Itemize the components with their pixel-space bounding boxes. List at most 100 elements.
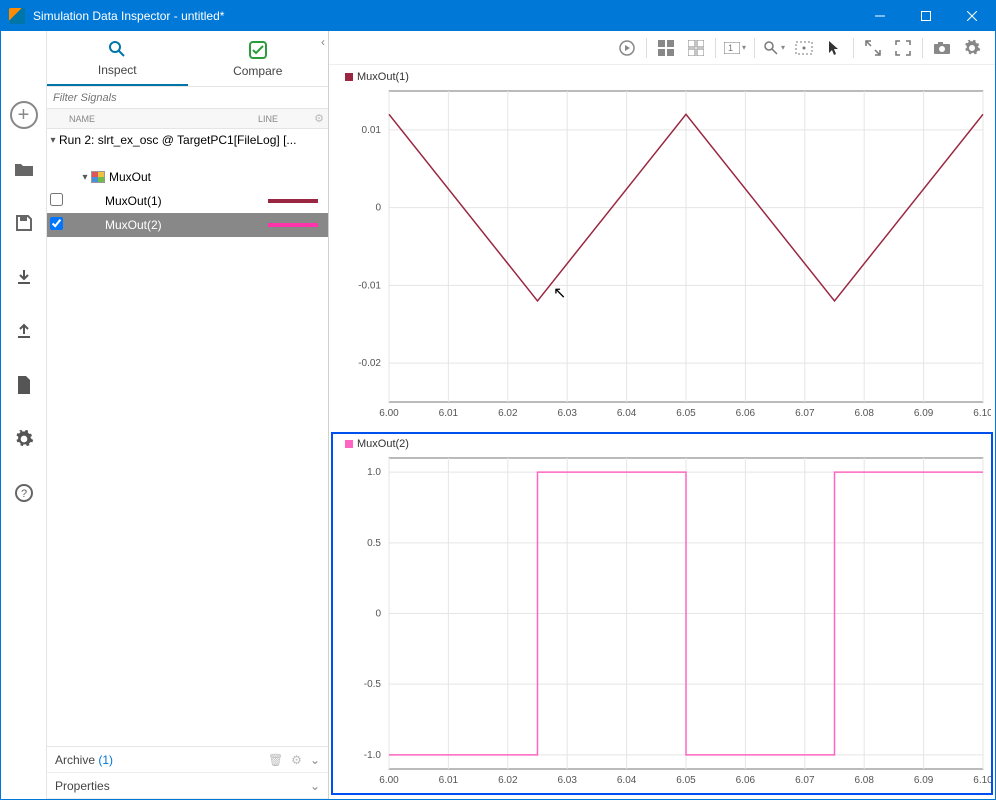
tab-inspect-label: Inspect: [98, 63, 137, 77]
fullscreen-button[interactable]: [888, 35, 918, 61]
chart-1[interactable]: 6.006.016.026.036.046.056.066.076.086.09…: [333, 67, 991, 426]
subplot-1[interactable]: MuxOut(1) 6.006.016.026.036.046.056.066.…: [331, 65, 993, 428]
svg-text:-1.0: -1.0: [364, 750, 382, 761]
filter-input[interactable]: [47, 87, 328, 108]
window: Simulation Data Inspector - untitled* + …: [0, 0, 996, 800]
svg-text:0.5: 0.5: [367, 538, 381, 549]
svg-text:6.06: 6.06: [736, 775, 756, 786]
archive-label: Archive: [55, 753, 95, 767]
preferences-button[interactable]: [10, 425, 38, 453]
plot-settings-button[interactable]: [957, 35, 987, 61]
window-title: Simulation Data Inspector - untitled*: [33, 9, 857, 23]
stream-button[interactable]: [612, 35, 642, 61]
group-label: MuxOut: [109, 170, 328, 184]
plot-title-2: MuxOut(2): [345, 438, 409, 450]
svg-text:0.01: 0.01: [362, 125, 382, 136]
signal-row-1[interactable]: MuxOut(1): [47, 189, 328, 213]
layout-grid-button[interactable]: [651, 35, 681, 61]
signal-checkbox-2[interactable]: [50, 217, 63, 230]
signal-checkbox-1[interactable]: [50, 193, 63, 206]
twisty-icon[interactable]: ▾: [79, 172, 91, 183]
collapse-handle[interactable]: ‹: [317, 35, 329, 55]
col-name: NAME: [65, 114, 258, 124]
svg-text:6.01: 6.01: [439, 408, 459, 419]
svg-text:6.04: 6.04: [617, 775, 637, 786]
panel-footer: Archive (1) 🗑 ⚙ ⌄ Properties ⌄: [47, 746, 328, 799]
tab-inspect[interactable]: Inspect: [47, 31, 188, 86]
svg-text:6.08: 6.08: [854, 775, 874, 786]
column-settings-icon[interactable]: ⚙: [314, 112, 324, 125]
plot-title-1-label: MuxOut(1): [357, 71, 409, 83]
svg-text:6.05: 6.05: [676, 408, 696, 419]
close-button[interactable]: [949, 1, 995, 31]
plot-title-2-label: MuxOut(2): [357, 438, 409, 450]
title-bar: Simulation Data Inspector - untitled*: [1, 1, 995, 31]
properties-row[interactable]: Properties ⌄: [47, 773, 328, 799]
run-row[interactable]: ▾ Run 2: slrt_ex_osc @ TargetPC1[FileLog…: [47, 129, 328, 151]
svg-text:6.04: 6.04: [617, 408, 637, 419]
export-button[interactable]: [10, 317, 38, 345]
twisty-icon[interactable]: ▾: [47, 135, 59, 146]
svg-text:6.06: 6.06: [736, 408, 756, 419]
open-button[interactable]: [10, 155, 38, 183]
svg-text:0: 0: [375, 203, 381, 214]
svg-text:6.01: 6.01: [439, 775, 459, 786]
plot-toolbar: 1: [329, 31, 995, 65]
group-row[interactable]: ▾ MuxOut: [47, 165, 328, 189]
expand-button[interactable]: [858, 35, 888, 61]
layout-custom-button[interactable]: [681, 35, 711, 61]
signal-label-2: MuxOut(2): [105, 218, 268, 232]
tab-compare[interactable]: Compare: [188, 31, 329, 86]
plot-stack: MuxOut(1) 6.00 6.01 6.02 6.03 6.04 6.05 6.06 6.…: [329, 65, 995, 799]
subplot-type-button[interactable]: 1: [720, 35, 750, 61]
report-button[interactable]: [10, 371, 38, 399]
svg-text:6.07: 6.07: [795, 408, 815, 419]
gear-icon[interactable]: ⚙: [291, 753, 302, 767]
run-label: Run 2: slrt_ex_osc @ TargetPC1[FileLog] …: [59, 133, 328, 147]
fit-button[interactable]: [789, 35, 819, 61]
svg-text:6.03: 6.03: [557, 775, 577, 786]
svg-text:6.02: 6.02: [498, 775, 518, 786]
new-button[interactable]: +: [10, 101, 38, 129]
left-rail: + ?: [1, 31, 47, 799]
svg-text:0: 0: [375, 609, 381, 620]
svg-text:6.10: 6.10: [973, 775, 991, 786]
svg-text:6.10: 6.10: [973, 408, 991, 419]
chevron-down-icon[interactable]: ⌄: [310, 779, 320, 793]
legend-swatch-2: [345, 440, 353, 448]
snapshot-button[interactable]: [927, 35, 957, 61]
save-button[interactable]: [10, 209, 38, 237]
panel-tabs: Inspect Compare: [47, 31, 328, 87]
svg-text:6.07: 6.07: [795, 775, 815, 786]
signal-swatch-2: [268, 223, 318, 227]
check-icon: [248, 40, 268, 60]
subplot-2[interactable]: MuxOut(2) 6.006.016.026.036.046.056.066.…: [331, 432, 993, 795]
svg-text:-0.5: -0.5: [364, 679, 382, 690]
svg-text:?: ?: [20, 488, 26, 500]
column-header: NAME LINE ⚙: [47, 109, 328, 129]
help-button[interactable]: ?: [10, 479, 38, 507]
import-button[interactable]: [10, 263, 38, 291]
zoom-button[interactable]: [759, 35, 789, 61]
svg-text:6.00: 6.00: [379, 775, 399, 786]
filter-row: [47, 87, 328, 109]
archive-row[interactable]: Archive (1) 🗑 ⚙ ⌄: [47, 747, 328, 773]
maximize-button[interactable]: [903, 1, 949, 31]
chevron-down-icon[interactable]: ⌄: [310, 753, 320, 767]
side-panel: ‹ Inspect Compare NAME LINE ⚙: [47, 31, 329, 799]
svg-text:6.09: 6.09: [914, 408, 934, 419]
svg-text:1: 1: [728, 43, 733, 53]
svg-text:6.08: 6.08: [854, 408, 874, 419]
app-icon: [9, 8, 25, 24]
signal-row-2[interactable]: MuxOut(2): [47, 213, 328, 237]
svg-text:1.0: 1.0: [367, 467, 381, 478]
minimize-button[interactable]: [857, 1, 903, 31]
svg-text:6.00: 6.00: [379, 408, 399, 419]
trash-icon[interactable]: 🗑: [268, 753, 283, 767]
pointer-button[interactable]: [819, 35, 849, 61]
tab-compare-label: Compare: [233, 64, 282, 78]
archive-count: (1): [98, 753, 113, 767]
search-icon: [107, 39, 127, 59]
chart-2[interactable]: 6.006.016.026.036.046.056.066.076.086.09…: [333, 434, 991, 793]
legend-swatch-1: [345, 73, 353, 81]
